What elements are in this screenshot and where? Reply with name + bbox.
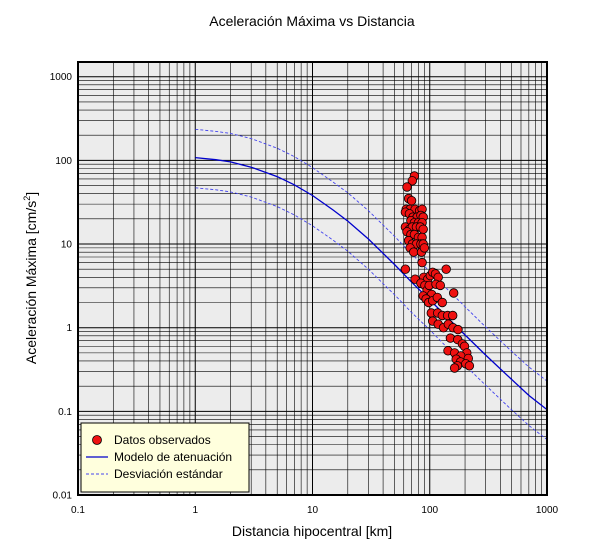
y-axis-label-main: Aceleración Máxima [cm/s [23, 201, 39, 364]
x-tick-label: 0.1 [71, 505, 85, 516]
y-axis-label-sup: 2 [22, 196, 32, 201]
x-tick-label: 10 [307, 505, 319, 516]
y-tick-label: 0.1 [58, 407, 72, 418]
axis-ticks: 0.1 1 10 100 1000 0.01 0.1 1 10 100 1000 [50, 72, 559, 516]
y-tick-label: 10 [61, 240, 73, 251]
chart-title: Aceleración Máxima vs Distancia [209, 13, 415, 29]
data-point [417, 257, 427, 268]
legend-label-model: Modelo de atenuación [114, 450, 232, 464]
data-point [419, 243, 430, 253]
y-tick-label: 1 [66, 323, 72, 334]
series-layer [195, 128, 548, 440]
legend-label-deviation: Desviación estándar [114, 467, 223, 481]
data-point [441, 264, 451, 274]
data-point [402, 182, 412, 192]
plot-frame [77, 61, 548, 496]
y-axis-label: Aceleración Máxima [cm/s2] [22, 192, 39, 364]
y-axis-label-end: ] [23, 192, 39, 196]
data-points [400, 171, 475, 373]
data-point [406, 195, 417, 206]
stddev-line-2 [195, 187, 548, 440]
data-point [464, 361, 475, 371]
y-tick-label: 0.01 [53, 491, 73, 502]
stddev-line-1 [195, 128, 548, 382]
legend-box [80, 422, 250, 493]
data-point [400, 264, 411, 274]
data-point [437, 297, 448, 308]
data-point [418, 224, 428, 235]
x-axis-label: Distancia hipocentral [km] [232, 523, 392, 539]
data-point [449, 288, 459, 298]
data-point [449, 363, 460, 373]
data-point [407, 176, 418, 186]
y-tick-label: 100 [55, 156, 72, 167]
model-line-0 [195, 156, 548, 411]
data-point [409, 247, 419, 257]
grid-lines [77, 62, 547, 496]
data-point [435, 280, 446, 291]
data-point [453, 324, 463, 335]
x-tick-label: 1000 [536, 505, 559, 516]
y-tick-label: 1000 [50, 72, 73, 83]
x-tick-label: 100 [421, 505, 438, 516]
x-tick-label: 1 [192, 505, 198, 516]
legend-dot-icon [92, 435, 102, 445]
legend-label-observed: Datos observados [114, 433, 211, 447]
legend: Datos observados Modelo de atenuación De… [80, 422, 250, 493]
data-point [448, 310, 458, 321]
